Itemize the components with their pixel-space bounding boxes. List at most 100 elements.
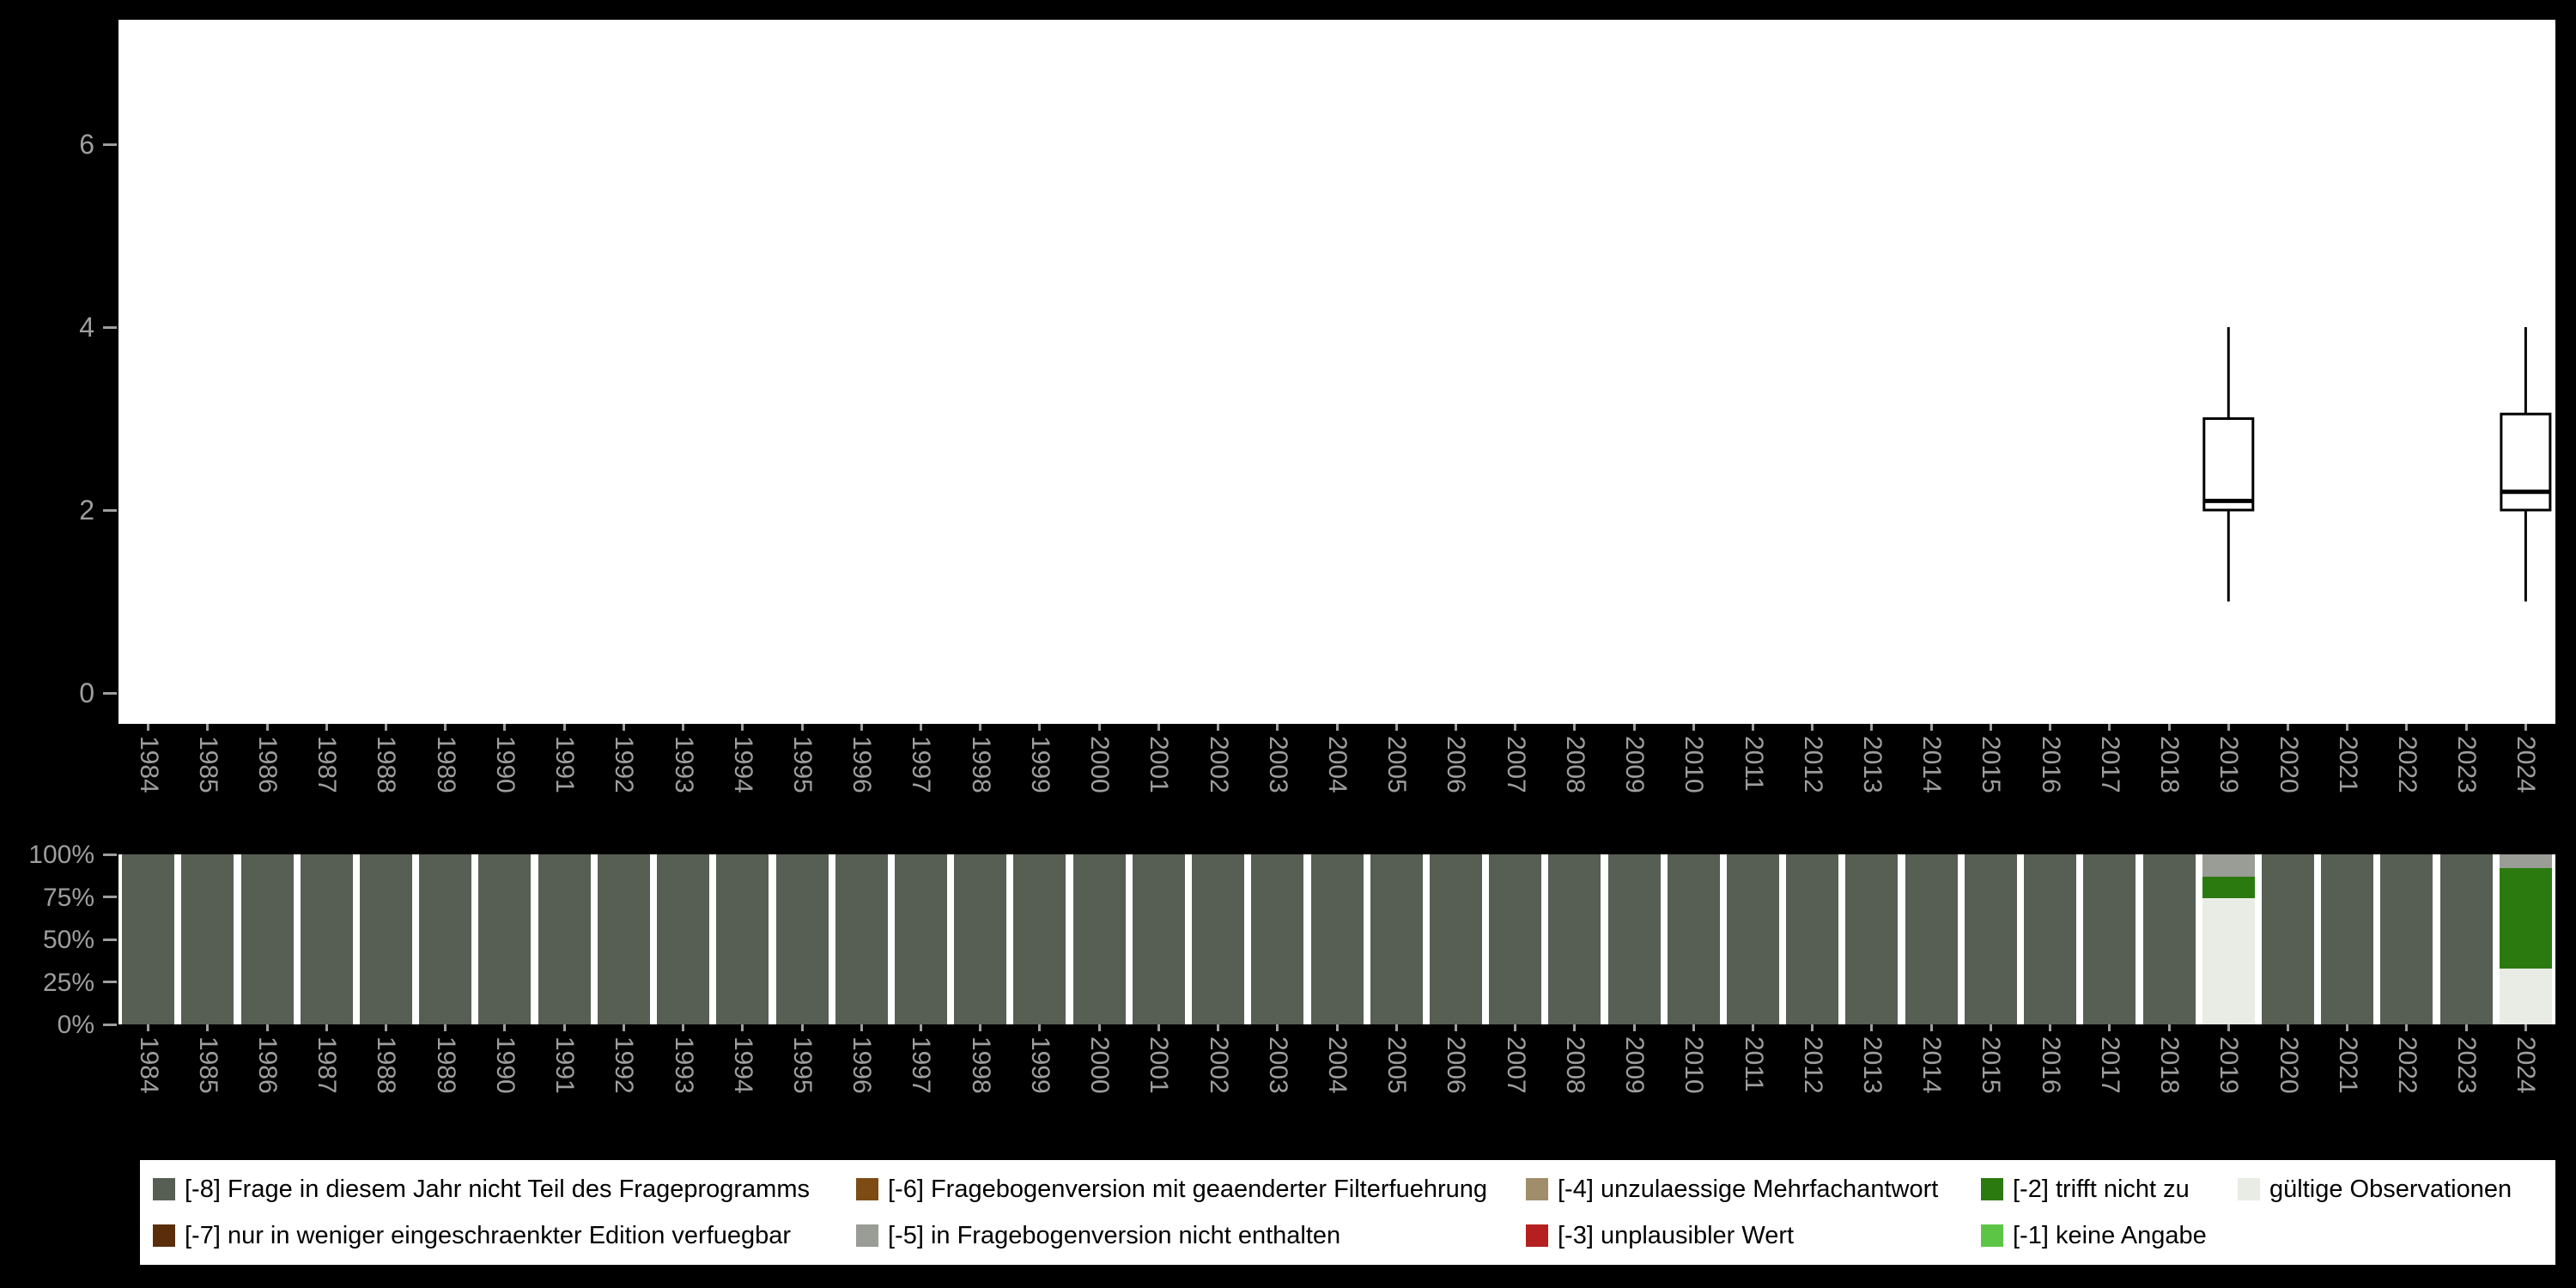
x-axis-tick-mark xyxy=(1454,1024,1457,1031)
x-axis-year-label: 2020 xyxy=(2274,736,2303,793)
percent-tick-mark xyxy=(103,938,117,941)
x-axis-year-label: 1984 xyxy=(134,736,163,793)
x-axis-year-label: 2014 xyxy=(1917,1036,1947,1094)
bar-2024 xyxy=(2499,854,2552,1024)
x-axis-tick-mark xyxy=(919,724,922,731)
y-axis-tick-label: 0 xyxy=(79,677,94,708)
x-axis-year-label: 1984 xyxy=(134,1036,163,1094)
stacked-bar-panel xyxy=(118,854,2555,1024)
bar-1992 xyxy=(597,854,650,1024)
x-axis-tick-mark xyxy=(1276,1024,1279,1031)
bar-segment--8 xyxy=(2262,854,2314,1024)
bar-2020 xyxy=(2262,854,2314,1024)
x-axis-year-label: 1993 xyxy=(669,736,698,793)
bar-segment--8 xyxy=(359,854,412,1024)
x-axis-tick-mark xyxy=(860,724,863,731)
x-axis-year-label: 2019 xyxy=(2215,736,2244,793)
bar-2022 xyxy=(2380,854,2433,1024)
x-axis-year-label: 2016 xyxy=(2036,736,2065,793)
stacked-bar-x-axis: 1984 1985 1986 1987 1988 1989 1990 1991 1992 1993… xyxy=(118,1024,2555,1158)
x-axis-year-label: 1987 xyxy=(313,736,342,793)
x-axis-tick-mark xyxy=(147,724,150,731)
x-axis-tick-mark xyxy=(2167,724,2171,731)
x-axis-year-label: 2015 xyxy=(1977,736,2006,793)
percent-tick-label: 100% xyxy=(28,841,94,869)
x-axis-year-label: 1999 xyxy=(1025,736,1054,793)
boxplot-x-axis: 1984 1985 1986 1987 1988 1989 1990 1991 1992 1993… xyxy=(118,724,2555,853)
x-axis-tick-mark xyxy=(2524,724,2527,731)
legend-item--3: [-3] unplausibler Wert xyxy=(1526,1222,1794,1249)
x-axis-tick-mark xyxy=(1394,724,1398,731)
x-axis-tick-mark xyxy=(1514,724,1517,731)
bar-segment--2 xyxy=(2499,867,2552,969)
x-axis-tick-mark xyxy=(682,1024,685,1031)
x-axis-tick-mark xyxy=(1038,724,1042,731)
bar-segment--8 xyxy=(2321,854,2374,1024)
legend-item-label: [-5] in Fragebogenversion nicht enthalte… xyxy=(888,1221,1341,1249)
x-axis-year-label: 1986 xyxy=(253,736,283,793)
bar-segment--8 xyxy=(1132,854,1185,1024)
x-axis-year-label: 2014 xyxy=(1917,736,1947,793)
boxplot-box xyxy=(2500,412,2552,512)
x-axis-year-label: 2006 xyxy=(1442,1036,1471,1094)
bar-segment--8 xyxy=(1548,854,1601,1024)
bar-segment--8 xyxy=(1370,854,1423,1024)
legend-item-label: [-4] unzulaessige Mehrfachantwort xyxy=(1558,1175,1939,1203)
legend-item-label: gültige Observationen xyxy=(2269,1175,2512,1203)
x-axis-year-label: 2009 xyxy=(1620,1036,1649,1094)
bar-2014 xyxy=(1905,854,1958,1024)
x-axis-tick-mark xyxy=(1217,1024,1220,1031)
x-axis-year-label: 2000 xyxy=(1085,1036,1115,1094)
x-axis-year-label: 2018 xyxy=(2155,1036,2184,1094)
y-axis-tick-label: 2 xyxy=(79,495,94,526)
x-axis-year-label: 1995 xyxy=(788,1036,817,1094)
x-axis-tick-mark xyxy=(2167,1024,2171,1031)
bar-segment--8 xyxy=(1072,854,1126,1024)
bar-2004 xyxy=(1310,854,1364,1024)
x-axis-year-label: 2012 xyxy=(1798,1036,1827,1094)
legend-item--4: [-4] unzulaessige Mehrfachantwort xyxy=(1526,1175,1939,1203)
bar-segment--8 xyxy=(2380,854,2433,1024)
bar-2003 xyxy=(1251,854,1304,1024)
x-axis-year-label: 1989 xyxy=(431,736,460,793)
x-axis-year-label: 1995 xyxy=(788,736,817,793)
bar-segment--8 xyxy=(1429,854,1482,1024)
x-axis-year-label: 1988 xyxy=(372,1036,401,1094)
bar-segment--8 xyxy=(657,854,710,1024)
bar-segment--8 xyxy=(1727,854,1780,1024)
x-axis-tick-mark xyxy=(919,1024,922,1031)
x-axis-year-label: 2005 xyxy=(1382,736,1412,793)
x-axis-tick-mark xyxy=(741,1024,744,1031)
bar-segment--5 xyxy=(2202,854,2255,877)
x-axis-year-label: 1987 xyxy=(313,1036,342,1094)
x-axis-year-label: 1994 xyxy=(728,736,757,793)
bar-1997 xyxy=(894,854,947,1024)
bar-1990 xyxy=(478,854,532,1024)
x-axis-year-label: 1998 xyxy=(966,736,995,793)
x-axis-tick-mark xyxy=(1870,1024,1874,1031)
x-axis-year-label: 2022 xyxy=(2392,736,2421,793)
x-axis-year-label: 2002 xyxy=(1204,736,1233,793)
x-axis-year-label: 2003 xyxy=(1263,1036,1292,1094)
x-axis-tick-mark xyxy=(265,1024,269,1031)
x-axis-year-label: 2021 xyxy=(2333,1036,2362,1094)
bar-segment--8 xyxy=(1607,854,1661,1024)
legend-item-label: [-7] nur in weniger eingeschraenkter Edi… xyxy=(185,1221,792,1249)
bar-segment--8 xyxy=(1905,854,1958,1024)
x-axis-tick-mark xyxy=(1989,1024,1992,1031)
bar-segment--8 xyxy=(775,854,829,1024)
x-axis-tick-mark xyxy=(1514,1024,1517,1031)
x-axis-tick-mark xyxy=(444,724,447,731)
bar-2019 xyxy=(2202,854,2255,1024)
x-axis-tick-mark xyxy=(2108,1024,2111,1031)
boxplot-chart xyxy=(2202,327,2552,602)
x-axis-year-label: 1992 xyxy=(610,1036,639,1094)
x-axis-year-label: 1990 xyxy=(490,736,519,793)
bar-segment--8 xyxy=(1251,854,1304,1024)
bar-1984 xyxy=(122,854,175,1024)
y-axis-tick-mark xyxy=(103,325,117,329)
bar-2009 xyxy=(1607,854,1661,1024)
bar-segment--8 xyxy=(1192,854,1245,1024)
bar-segment--8 xyxy=(2439,854,2493,1024)
bar-1989 xyxy=(419,854,472,1024)
